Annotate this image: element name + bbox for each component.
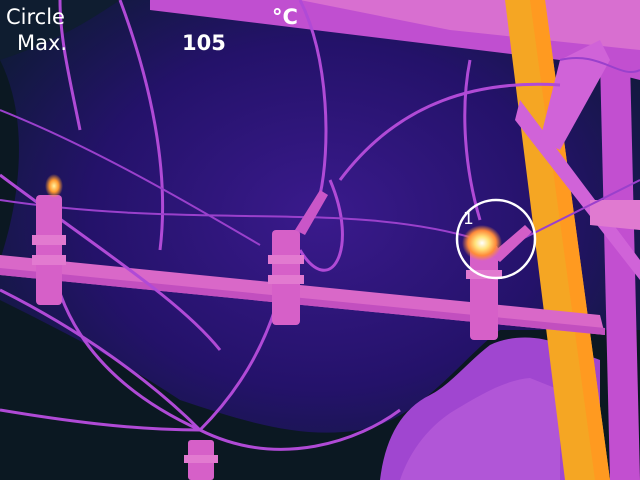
foliage-highlight	[400, 378, 560, 480]
hotspot-small	[45, 174, 63, 198]
statistic-label: Max.	[17, 31, 68, 55]
top-beam-pink	[300, 0, 640, 50]
lightning-arrestor	[295, 190, 328, 235]
max-temperature-value: 105	[182, 31, 226, 55]
measurement-circle[interactable]	[455, 198, 537, 280]
insulator-middle	[268, 230, 304, 325]
measure-mode-label: Circle	[6, 5, 65, 29]
secondary-pole	[600, 60, 640, 480]
insulator-bottom	[184, 440, 218, 480]
diagonal-brace-upper	[540, 40, 610, 150]
cold-region-top-left	[0, 0, 120, 60]
insulator-right	[466, 245, 502, 340]
hotspot-main	[462, 225, 502, 261]
measurement-marker-id: 1	[463, 209, 474, 229]
temperature-unit: °C	[272, 5, 298, 29]
bracket	[590, 200, 640, 230]
insulator-left	[32, 195, 66, 305]
lightning-arrestor-right	[490, 225, 532, 262]
diagonal-brace	[515, 100, 640, 280]
cold-region-left	[0, 60, 19, 260]
